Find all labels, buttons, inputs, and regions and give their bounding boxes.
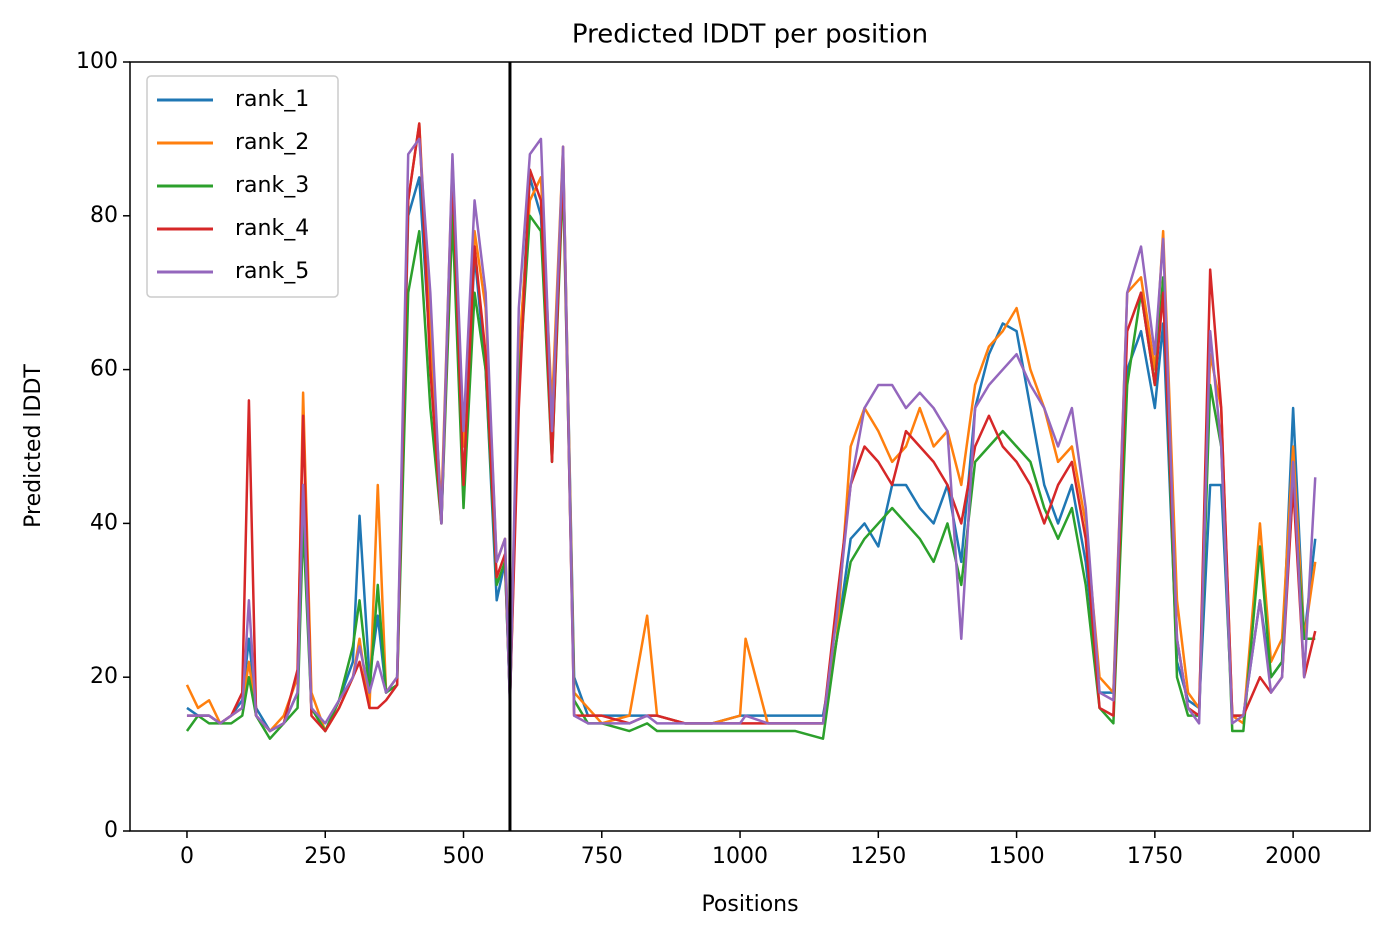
x-tick-label: 500 xyxy=(443,844,485,869)
legend-label: rank_3 xyxy=(235,173,309,198)
x-tick-label: 1250 xyxy=(850,844,906,869)
x-tick-label: 1000 xyxy=(712,844,768,869)
legend-box xyxy=(146,75,339,298)
x-tick-label: 1750 xyxy=(1127,844,1183,869)
legend-label: rank_5 xyxy=(235,259,309,284)
x-tick-label: 2000 xyxy=(1265,844,1321,869)
y-tick-label: 40 xyxy=(90,510,118,535)
y-axis-label: Predicted lDDT xyxy=(21,364,46,528)
legend-label: rank_2 xyxy=(235,130,309,155)
x-tick-label: 0 xyxy=(180,844,194,869)
legend-label: rank_1 xyxy=(235,87,309,112)
legend-label: rank_4 xyxy=(235,216,309,241)
x-axis-label: Positions xyxy=(701,892,798,917)
y-tick-label: 100 xyxy=(76,49,118,74)
plot-lines xyxy=(185,62,1317,831)
y-tick-label: 0 xyxy=(104,818,118,843)
series-line xyxy=(186,153,1317,733)
series-line xyxy=(186,122,1317,733)
x-tick-label: 750 xyxy=(581,844,623,869)
x-tick-label: 1500 xyxy=(989,844,1045,869)
chart-title: Predicted lDDT per position xyxy=(572,20,928,50)
x-tick-label: 250 xyxy=(304,844,346,869)
series-line xyxy=(185,122,1317,733)
y-tick-label: 80 xyxy=(90,203,118,228)
y-tick-label: 20 xyxy=(90,664,118,689)
series-line xyxy=(186,137,1317,733)
y-tick-label: 60 xyxy=(90,357,118,382)
plot-frame xyxy=(129,61,1371,832)
